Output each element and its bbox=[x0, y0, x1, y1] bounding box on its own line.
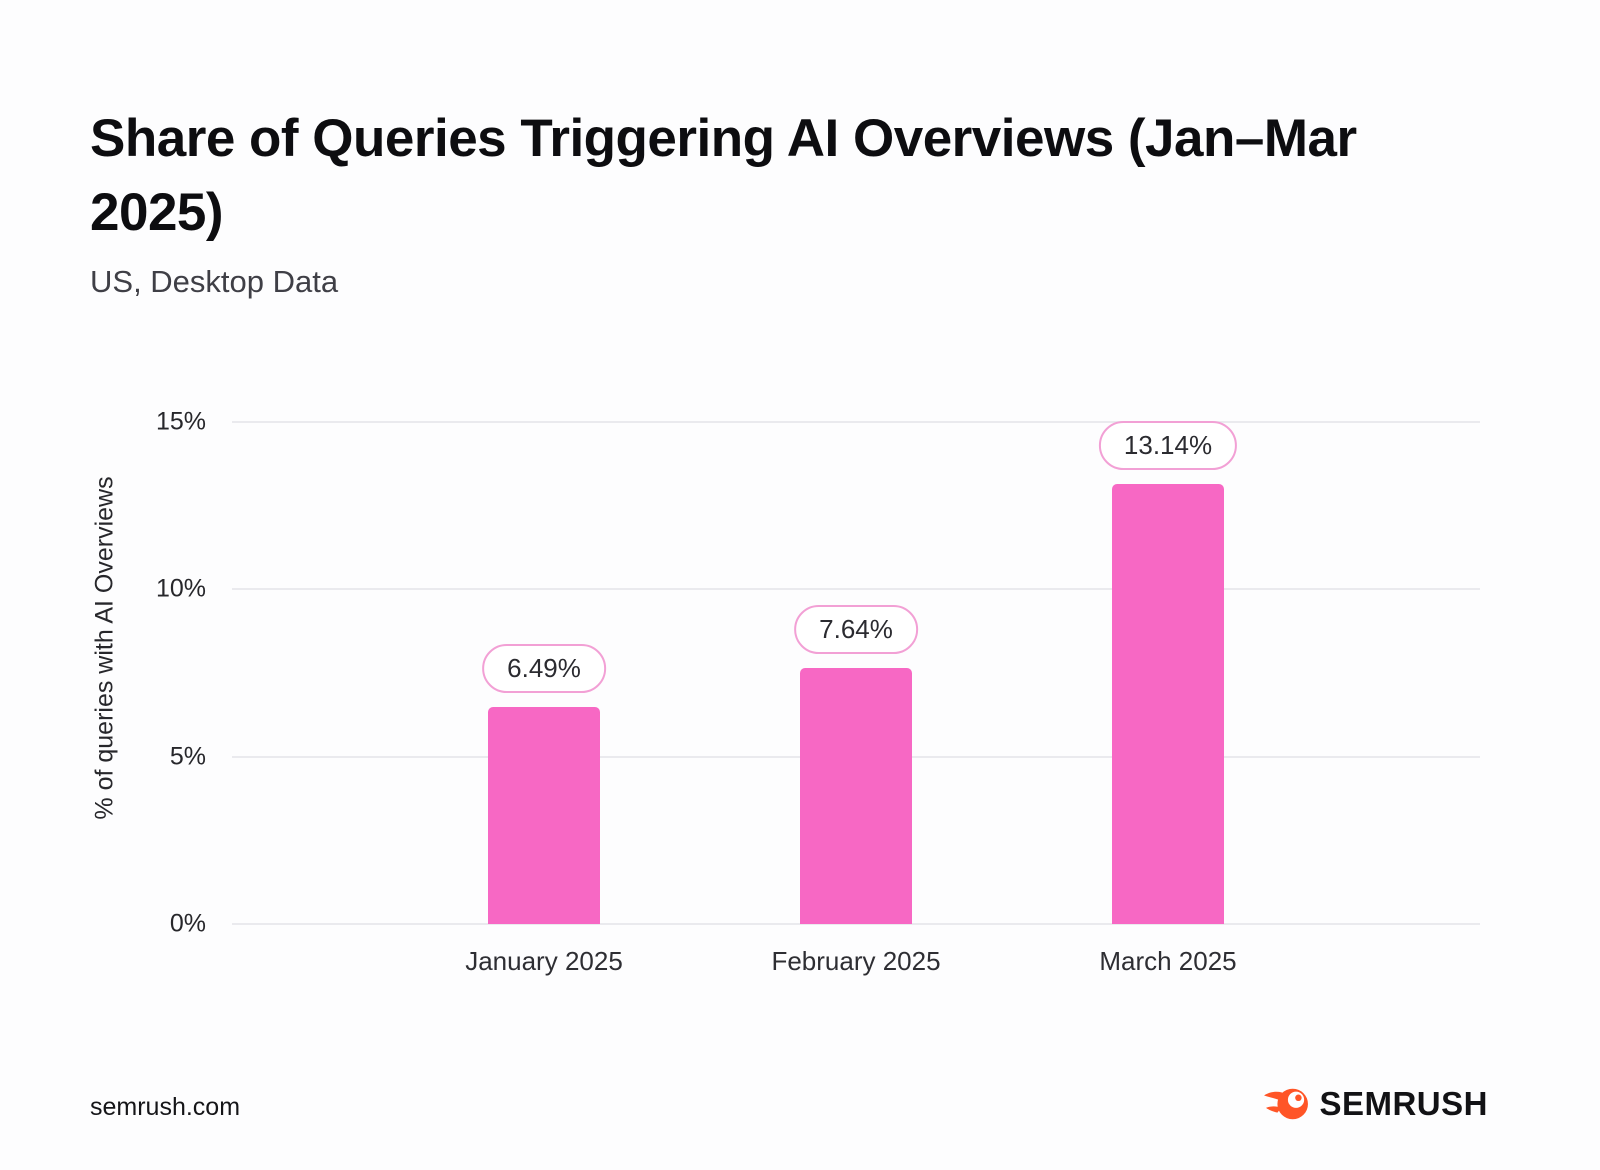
y-tick-label: 10% bbox=[155, 574, 206, 603]
source-text: semrush.com bbox=[90, 1093, 241, 1121]
value-label: 6.49% bbox=[482, 643, 606, 693]
bar-january-2025 bbox=[488, 706, 600, 924]
value-label: 13.14% bbox=[1098, 421, 1238, 471]
x-tick-label: February 2025 bbox=[771, 946, 941, 976]
brand-name: SEMRUSH bbox=[1319, 1085, 1488, 1122]
semrush-logo: SEMRUSH bbox=[1263, 1083, 1488, 1125]
chart-subtitle: US, Desktop Data bbox=[90, 264, 339, 299]
value-label: 7.64% bbox=[794, 605, 918, 655]
bar-february-2025 bbox=[800, 668, 912, 924]
gridline bbox=[232, 421, 1480, 423]
y-tick-label: 15% bbox=[155, 407, 206, 436]
y-tick-label: 0% bbox=[169, 909, 206, 938]
gridline bbox=[232, 588, 1480, 591]
plot-area: 0% 5% 10% 15% 6.49% January 2025 7.64% February… bbox=[156, 408, 1480, 976]
x-tick-label: March 2025 bbox=[1099, 946, 1237, 976]
y-axis-title: % of queries with AI Overviews bbox=[90, 476, 119, 820]
flame-icon bbox=[1264, 1088, 1309, 1120]
bar-march-2025 bbox=[1112, 484, 1224, 924]
y-tick-label: 5% bbox=[169, 742, 206, 771]
page-title: Share of Queries Triggering AI Overviews… bbox=[90, 108, 1357, 242]
x-tick-label: January 2025 bbox=[465, 946, 623, 976]
gridline bbox=[232, 923, 1480, 925]
